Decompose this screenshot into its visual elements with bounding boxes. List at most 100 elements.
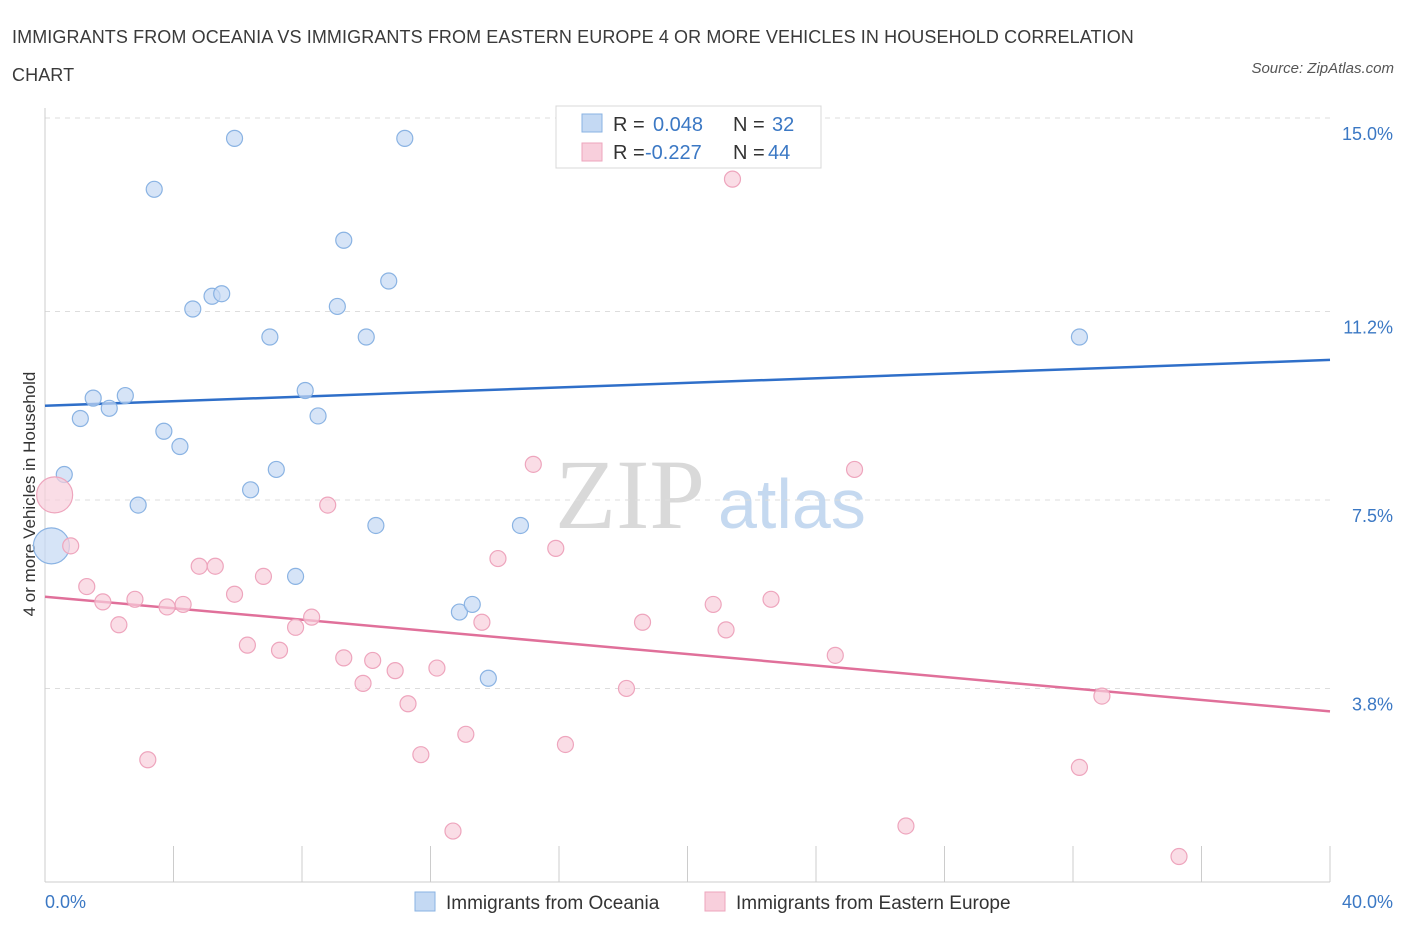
point-europe xyxy=(1170,847,1188,866)
point-europe xyxy=(270,641,289,659)
legend-swatch-oceania xyxy=(581,113,603,133)
point-oceania xyxy=(328,297,346,316)
legend-r-value-2: -0.227 xyxy=(645,142,702,164)
point-europe xyxy=(723,170,742,188)
point-europe xyxy=(897,817,915,835)
point-oceania xyxy=(116,386,134,405)
bottom-legend-swatch-europe xyxy=(704,891,726,912)
y-tick-label: 15.0% xyxy=(1342,124,1393,144)
point-oceania xyxy=(129,496,147,514)
x-tick-label-max: 40.0% xyxy=(1342,892,1393,912)
legend-r-label-1: R = xyxy=(613,114,645,136)
point-oceania xyxy=(380,272,398,290)
point-oceania xyxy=(367,516,385,535)
point-oceania xyxy=(145,180,163,198)
legend-n-label-1: N = xyxy=(733,114,765,136)
point-oceania xyxy=(225,129,244,147)
point-europe xyxy=(254,567,273,586)
trend-line-oceania xyxy=(44,358,1331,408)
x-ticks xyxy=(173,846,1331,882)
legend-swatch-europe xyxy=(581,142,603,162)
series-europe-points xyxy=(36,170,1188,866)
point-europe xyxy=(110,616,128,634)
point-oceania xyxy=(450,603,469,621)
point-europe xyxy=(524,455,542,473)
legend-n-label-2: N = xyxy=(733,142,765,164)
y-tick-labels: 3.8% 7.5% 11.2% 15.0% xyxy=(1342,124,1393,714)
gridlines xyxy=(45,117,1330,689)
point-europe xyxy=(617,679,636,698)
point-europe xyxy=(473,613,491,631)
watermark-atlas: atlas xyxy=(718,465,866,543)
point-europe xyxy=(158,598,176,616)
chart-title: IMMIGRANTS FROM OCEANIA VS IMMIGRANTS FR… xyxy=(12,27,1134,85)
point-oceania xyxy=(463,595,481,614)
point-europe xyxy=(556,735,575,754)
point-europe xyxy=(126,590,144,608)
trend-lines xyxy=(44,358,1331,713)
point-oceania xyxy=(396,129,414,147)
point-europe xyxy=(319,496,337,514)
legend-r-label-2: R = xyxy=(613,142,645,164)
legend-n-value-2: 44 xyxy=(768,142,790,164)
point-europe xyxy=(206,557,224,575)
point-europe xyxy=(174,595,192,614)
bottom-legend-label-europe: Immigrants from Eastern Europe xyxy=(736,893,1011,914)
point-oceania xyxy=(357,328,375,346)
point-europe xyxy=(633,613,652,631)
legend-n-value-1: 32 xyxy=(772,114,794,136)
point-europe xyxy=(1093,687,1111,705)
x-tick-label-min: 0.0% xyxy=(45,892,86,912)
source-label: Source: ZipAtlas.com xyxy=(1251,60,1394,77)
point-europe xyxy=(489,549,507,568)
point-europe xyxy=(826,646,844,664)
point-europe xyxy=(238,636,256,654)
point-europe xyxy=(190,557,208,575)
point-europe xyxy=(286,618,305,636)
point-oceania xyxy=(267,460,285,479)
point-europe xyxy=(1070,758,1089,777)
point-oceania xyxy=(155,422,173,440)
trend-line-europe xyxy=(44,595,1331,713)
point-europe xyxy=(547,539,565,557)
y-tick-label: 11.2% xyxy=(1343,318,1393,338)
point-europe xyxy=(139,751,157,769)
point-europe xyxy=(78,577,96,596)
point-oceania xyxy=(296,381,314,400)
point-europe xyxy=(412,746,430,764)
point-oceania xyxy=(242,481,260,499)
point-europe xyxy=(845,460,864,479)
point-europe xyxy=(704,595,722,614)
point-oceania xyxy=(1070,328,1089,346)
point-europe xyxy=(94,593,112,611)
point-europe xyxy=(717,621,735,639)
watermark-zip: ZIP xyxy=(555,439,705,550)
point-europe xyxy=(428,659,446,677)
point-oceania xyxy=(71,409,89,428)
bottom-legend-swatch-oceania xyxy=(414,891,436,912)
point-oceania xyxy=(286,567,305,586)
point-oceania xyxy=(309,407,327,425)
point-europe xyxy=(354,674,372,692)
point-oceania xyxy=(213,285,231,303)
y-axis-title: 4 or more Vehicles in Household xyxy=(20,372,39,617)
point-oceania xyxy=(171,437,189,456)
bottom-legend: Immigrants from Oceania Immigrants from … xyxy=(414,891,1011,914)
point-oceania xyxy=(479,669,497,687)
point-europe xyxy=(457,725,475,743)
point-oceania xyxy=(184,300,202,318)
watermark: ZIP atlas xyxy=(555,439,866,550)
point-oceania xyxy=(335,231,353,249)
legend-r-value-1: 0.048 xyxy=(653,114,703,136)
y-tick-label: 3.8% xyxy=(1352,694,1393,714)
point-europe xyxy=(399,695,417,713)
bottom-legend-label-oceania: Immigrants from Oceania xyxy=(446,893,660,914)
point-europe xyxy=(335,649,353,667)
point-oceania xyxy=(84,389,102,407)
point-europe xyxy=(62,537,80,555)
series-oceania-points xyxy=(32,129,1089,687)
stats-legend: R = 0.048 N = 32 R = -0.227 N = 44 xyxy=(555,105,822,169)
point-oceania xyxy=(261,328,279,346)
point-oceania xyxy=(100,399,118,417)
